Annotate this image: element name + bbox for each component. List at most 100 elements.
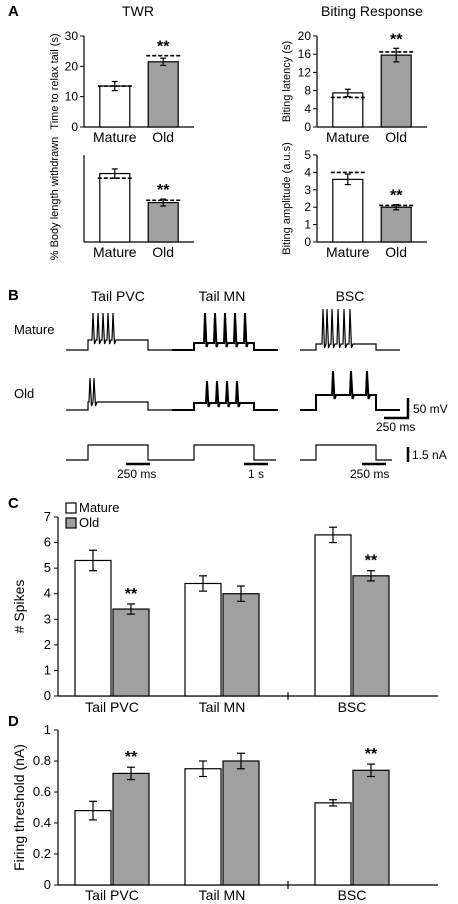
current-step-tail-pvc: [66, 444, 172, 461]
column-label-tail-mn: Tail MN: [199, 288, 246, 304]
biting-amplitude-a-u-s-significance-marker: **: [390, 188, 403, 205]
firing-threshold-na-bar-bsc-old: [352, 769, 390, 886]
scale-label-current: 1.5 nA: [412, 448, 447, 462]
panel-letter-b: B: [8, 287, 19, 304]
biting-latency-s-bar-mature: [332, 92, 364, 128]
biting-latency-s-y-tick-label: 4: [304, 102, 311, 116]
spikes-y-tick-label: 0: [44, 688, 51, 703]
-body-length-withdrawn-y-axis-label: % Body length withdrawn: [49, 137, 61, 261]
spikes-category-label: BSC: [338, 699, 367, 715]
firing-threshold-na-y-tick-label: 1: [44, 722, 51, 737]
chart-biting-latency: 0 4 8 12 16 20 Biting latency (s) Mature Old **: [281, 29, 427, 145]
scale-label-time-vertical: 250 ms: [376, 420, 415, 434]
trace-tail-pvc-old: [66, 377, 172, 411]
spikes-bar-tail-pvc-old: [112, 608, 150, 697]
firing-threshold-na-y-axis-label: Firing threshold (nA): [11, 744, 27, 871]
firing-threshold-na-y-tick-label: 0.6: [33, 784, 51, 799]
biting-latency-s-y-tick-label: 12: [298, 65, 312, 79]
firing-threshold-na-bar-tail-pvc-old: [112, 772, 150, 886]
biting-amplitude-a-u-s-y-tick-label: 3: [304, 183, 311, 197]
time-to-relax-tail-s-y-tick-label: 20: [65, 59, 79, 73]
firing-threshold-na-bar-tail-pvc-mature: [74, 809, 112, 886]
current-step-tail-mn: [172, 444, 276, 461]
row-label-old: Old: [14, 386, 34, 401]
biting-amplitude-a-u-s-y-axis-label: Biting amplitude (a.u.s): [281, 142, 293, 255]
panel-a-title-biting: Biting Response: [321, 3, 423, 19]
time-to-relax-tail-s-category-label: Old: [152, 129, 174, 145]
spikes-bar-bsc-old: [352, 575, 390, 697]
biting-amplitude-a-u-s-category-label: Mature: [326, 244, 370, 260]
panel-letter-a: A: [8, 3, 19, 20]
legend-label-old: Old: [79, 515, 99, 530]
firing-threshold-na-significance-marker: **: [125, 749, 138, 766]
firing-threshold-na-bar-tail-mn-old: [222, 760, 260, 886]
spikes-y-tick-label: 7: [44, 509, 51, 524]
legend-label-mature: Mature: [79, 500, 119, 515]
scale-label-time-mn: 1 s: [248, 467, 264, 481]
biting-amplitude-a-u-s-y-tick-label: 2: [304, 200, 311, 214]
firing-threshold-na-significance-marker: **: [365, 746, 378, 763]
scale-bar-voltage: [384, 398, 410, 420]
legend: Mature Old: [65, 500, 119, 530]
chart-time-to-relax-tail: 0 10 20 30 Time to relax tail (s) Mature Old **: [49, 29, 194, 145]
firing-threshold-na-y-tick-label: 0.4: [33, 815, 51, 830]
spikes-bar-tail-mn-old: [222, 593, 260, 697]
time-to-relax-tail-s-category-label: Mature: [93, 129, 137, 145]
spikes-category-label: Tail PVC: [85, 699, 139, 715]
biting-amplitude-a-u-s-category-label: Old: [385, 244, 407, 260]
biting-latency-s-y-axis-label: Biting latency (s): [281, 41, 293, 122]
spikes-y-tick-label: 5: [44, 560, 51, 575]
-body-length-withdrawn-significance-marker: **: [157, 182, 170, 199]
biting-amplitude-a-u-s-bar-mature: [332, 178, 364, 243]
biting-latency-s-y-tick-label: 8: [304, 84, 311, 98]
biting-amplitude-a-u-s-bar-old: [380, 206, 412, 243]
firing-threshold-na-y-tick-label: 0: [44, 877, 51, 892]
panel-letter-c: C: [8, 495, 19, 512]
time-to-relax-tail-s-bar-mature: [99, 85, 131, 128]
scale-label-voltage: 50 mV: [413, 402, 448, 416]
panel-a-title-twr: TWR: [122, 3, 154, 19]
spikes-bar-tail-pvc-mature: [74, 559, 112, 697]
firing-threshold-na-bar-bsc-mature: [314, 802, 352, 886]
trace-tail-mn-old: [172, 380, 278, 411]
firing-threshold-na-bar-tail-mn-mature: [184, 768, 222, 886]
biting-latency-s-y-tick-label: 0: [304, 120, 311, 134]
spikes-bar-tail-mn-mature: [184, 582, 222, 697]
biting-latency-s-category-label: Old: [385, 129, 407, 145]
spikes-significance-marker: **: [365, 553, 378, 570]
time-to-relax-tail-s-significance-marker: **: [157, 39, 170, 56]
current-step-bsc: [300, 444, 392, 461]
firing-threshold-na-category-label: Tail MN: [199, 887, 246, 903]
chart-spike-count: 0 1 2 3 4 5 6 7 # Spikes ** Tail PVC Tail MN ** BSC: [11, 509, 438, 715]
biting-amplitude-a-u-s-y-tick-label: 1: [304, 218, 311, 232]
biting-amplitude-a-u-s-y-tick-label: 0: [304, 235, 311, 249]
row-label-mature: Mature: [14, 322, 54, 337]
spikes-y-axis-label: # Spikes: [11, 580, 27, 634]
chart-biting-amplitude: 0 1 2 3 4 5 Biting amplitude (a.u.s) Mature Old *…: [281, 142, 427, 260]
trace-tail-mn-mature: [172, 312, 278, 351]
trace-bsc-mature: [300, 308, 400, 351]
chart-body-length-withdrawn: % Body length withdrawn Mature Old **: [49, 137, 194, 261]
spikes-bar-bsc-mature: [314, 534, 352, 697]
time-to-relax-tail-s-y-tick-label: 0: [71, 120, 78, 134]
scale-label-time-bsc: 250 ms: [350, 467, 389, 481]
time-to-relax-tail-s-y-tick-label: 30: [65, 29, 79, 43]
legend-swatch-mature: [65, 502, 77, 514]
spikes-y-tick-label: 6: [44, 535, 51, 550]
biting-latency-s-bar-old: [380, 54, 412, 128]
spikes-category-label: Tail MN: [199, 699, 246, 715]
panel-letter-d: D: [8, 713, 19, 730]
panel-b-traces: Tail PVC Tail MN BSC Mature Old 50 mV 25…: [14, 288, 448, 481]
column-label-bsc: BSC: [336, 288, 365, 304]
spikes-y-tick-label: 4: [44, 586, 51, 601]
-body-length-withdrawn-category-label: Mature: [93, 244, 137, 260]
firing-threshold-na-category-label: BSC: [338, 887, 367, 903]
spikes-significance-marker: **: [125, 586, 138, 603]
biting-amplitude-a-u-s-y-tick-label: 5: [304, 148, 311, 162]
spikes-y-tick-label: 1: [44, 662, 51, 677]
biting-amplitude-a-u-s-y-tick-label: 4: [304, 165, 311, 179]
column-label-tail-pvc: Tail PVC: [91, 288, 145, 304]
biting-latency-s-category-label: Mature: [326, 129, 370, 145]
biting-latency-s-y-tick-label: 16: [298, 47, 312, 61]
